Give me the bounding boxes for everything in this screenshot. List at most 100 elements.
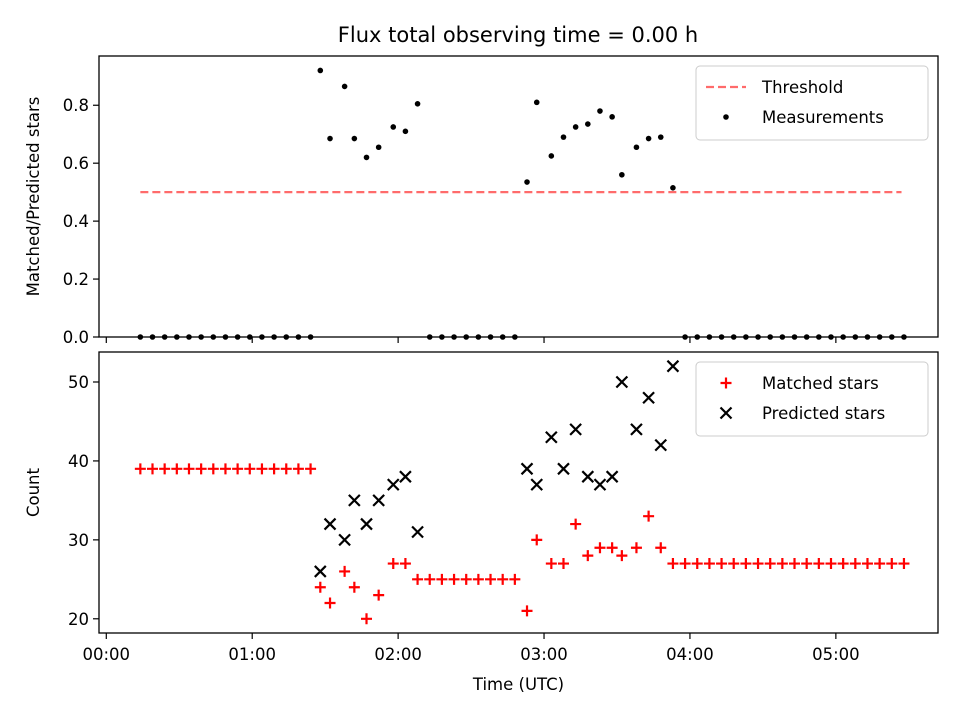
data-point — [655, 542, 667, 554]
legend: Threshold Measurements — [695, 65, 929, 141]
data-point — [776, 558, 788, 570]
data-point — [874, 558, 886, 570]
y-tick-label: 20 — [68, 610, 89, 629]
data-point — [666, 359, 680, 373]
data-point — [642, 391, 655, 405]
data-point — [159, 463, 171, 475]
legend-swatch — [720, 377, 732, 389]
series-predicted-stars — [314, 359, 680, 578]
data-point — [630, 423, 643, 436]
data-point — [460, 573, 472, 585]
series-matched-stars — [134, 463, 910, 625]
x-axis-label: Time (UTC) — [472, 675, 564, 694]
data-point — [557, 462, 570, 476]
data-point — [341, 83, 348, 90]
data-point — [654, 438, 668, 452]
data-point — [412, 573, 424, 585]
data-point — [386, 478, 400, 491]
data-point — [545, 430, 558, 444]
data-point — [630, 542, 642, 554]
data-point — [667, 558, 679, 570]
data-point — [360, 517, 373, 531]
data-point — [531, 534, 543, 546]
data-point — [849, 558, 861, 570]
data-point — [509, 573, 521, 585]
data-point — [387, 558, 399, 570]
data-point — [752, 558, 764, 570]
legend-label: Threshold — [761, 78, 843, 97]
data-point — [524, 179, 530, 185]
data-point — [643, 510, 655, 522]
legend-label: Predicted stars — [762, 404, 885, 423]
data-point — [171, 463, 183, 475]
data-point — [292, 463, 304, 475]
data-point — [183, 463, 195, 475]
data-point — [581, 470, 595, 483]
axes-frame — [98, 351, 939, 634]
data-point — [837, 558, 849, 570]
data-point — [327, 135, 333, 142]
data-point — [597, 108, 603, 114]
y-tick-label: 30 — [68, 531, 89, 550]
data-point — [813, 558, 825, 570]
y-tick-label: 0.2 — [63, 270, 89, 289]
data-point — [691, 558, 703, 570]
y-tick-label: 0.0 — [63, 328, 89, 347]
data-point — [569, 423, 582, 436]
data-point — [861, 558, 873, 570]
data-point — [256, 463, 268, 475]
data-point — [411, 525, 424, 539]
x-tick-label: 05:00 — [812, 645, 860, 664]
data-point — [399, 470, 412, 483]
data-point — [606, 542, 618, 554]
data-point — [533, 99, 540, 106]
legend-box — [695, 65, 929, 141]
x-tick-label: 04:00 — [666, 645, 714, 664]
data-point — [314, 565, 327, 578]
data-point — [314, 581, 326, 593]
data-point — [789, 558, 801, 570]
data-point — [740, 558, 752, 570]
data-point — [436, 573, 448, 585]
data-point — [363, 154, 370, 161]
data-point — [414, 100, 421, 107]
data-point — [147, 463, 159, 475]
data-point — [472, 573, 484, 585]
data-point — [582, 550, 594, 562]
data-point — [548, 153, 555, 159]
legend-swatch — [723, 114, 729, 120]
data-point — [268, 463, 280, 475]
data-point — [372, 494, 385, 507]
y-tick-label: 0.6 — [63, 154, 89, 173]
x-tick-label: 03:00 — [520, 645, 568, 664]
data-point — [521, 605, 533, 617]
data-point — [898, 558, 910, 570]
data-point — [657, 134, 664, 140]
data-point — [619, 171, 625, 178]
data-point — [219, 463, 231, 475]
data-point — [485, 573, 497, 585]
chart-title: Flux total observing time = 0.00 h — [338, 23, 698, 47]
data-point — [609, 114, 615, 120]
data-point — [801, 558, 813, 570]
data-point — [605, 470, 619, 483]
data-point — [399, 558, 411, 570]
data-point — [594, 542, 606, 554]
data-point — [825, 558, 837, 570]
data-point — [361, 613, 373, 625]
data-point — [351, 135, 358, 142]
y-axis-label: Count — [24, 467, 43, 517]
y-tick-label: 50 — [68, 373, 89, 392]
data-point — [633, 144, 640, 151]
data-point — [615, 375, 629, 389]
data-point — [645, 135, 652, 142]
data-point — [244, 463, 256, 475]
data-point — [679, 558, 691, 570]
data-point — [616, 550, 628, 562]
legend-label: Measurements — [762, 108, 884, 127]
legend-label: Matched stars — [762, 374, 879, 393]
data-point — [520, 462, 534, 476]
data-point — [373, 589, 385, 601]
data-point — [338, 533, 351, 547]
